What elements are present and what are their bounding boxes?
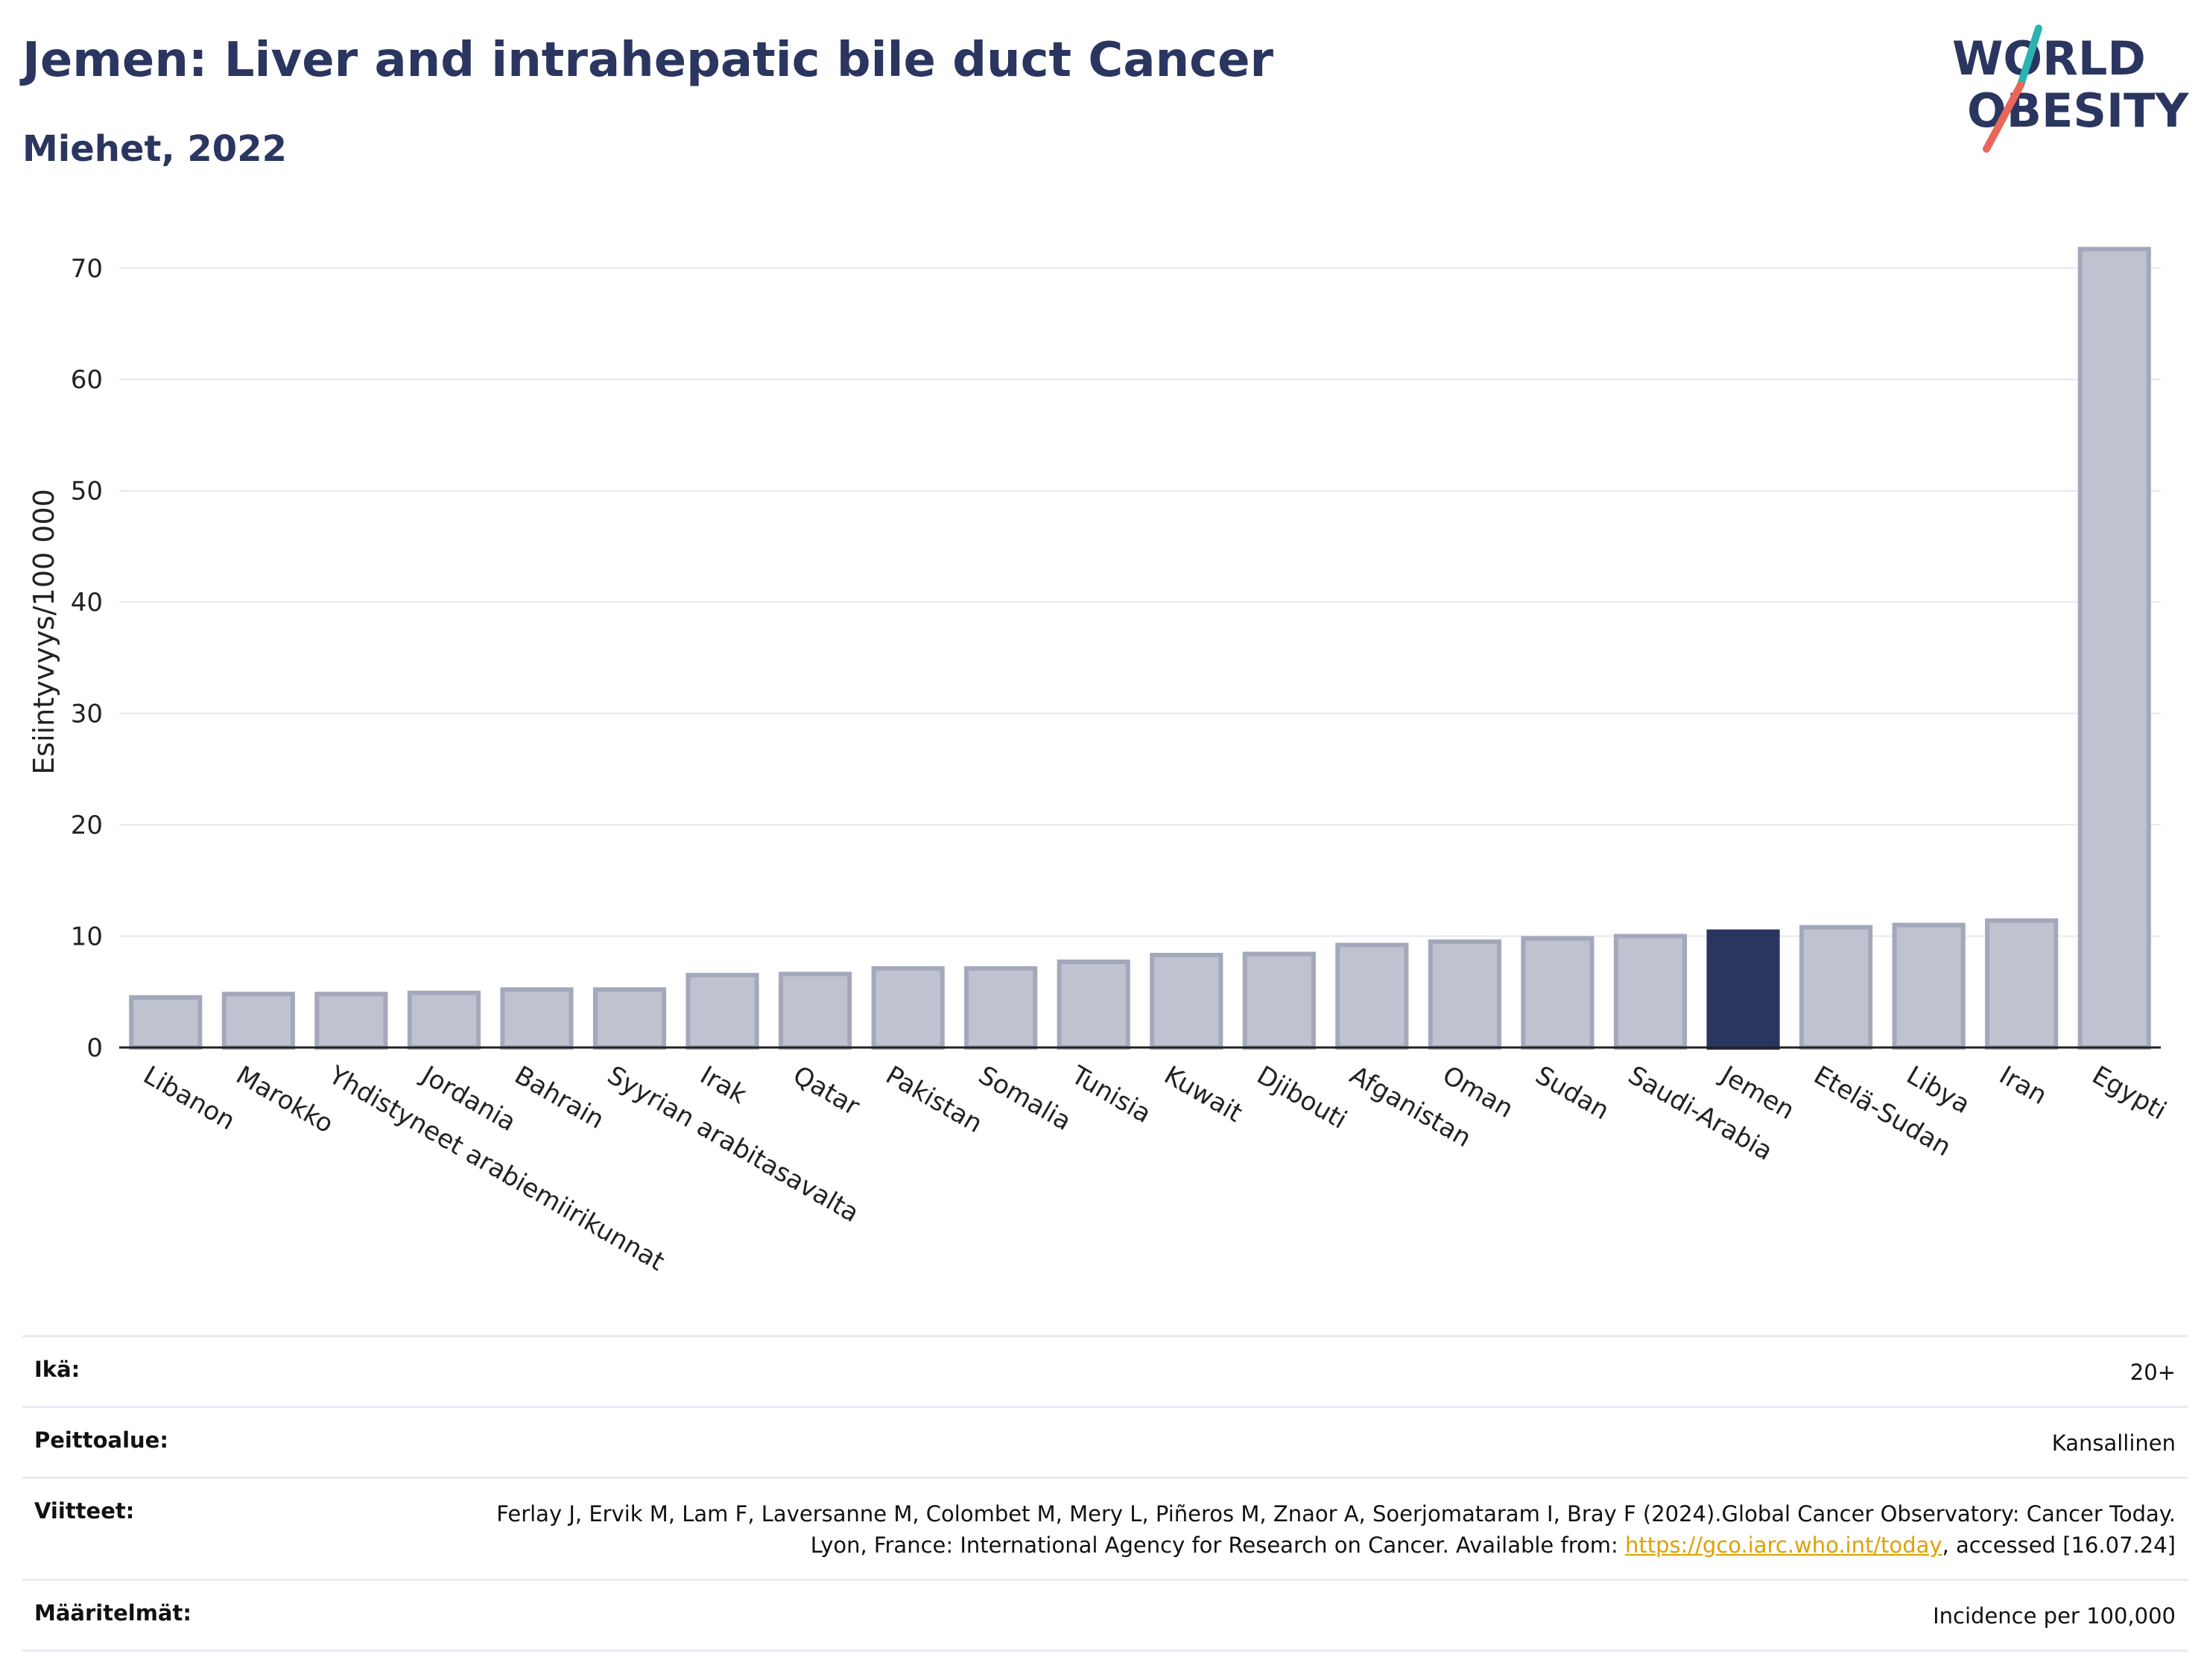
chart-subtitle: Miehet, 2022 bbox=[22, 128, 287, 170]
info-row-definitions: Määritelmät: Incidence per 100,000 bbox=[22, 1579, 2188, 1652]
chart-title: Jemen: Liver and intrahepatic bile duct … bbox=[22, 33, 1274, 88]
y-tick-label: 30 bbox=[71, 700, 103, 729]
x-tick-label: Iran bbox=[1994, 1060, 2051, 1111]
bar-syyrian-arabitasavalta bbox=[592, 987, 667, 1050]
x-tick-label: Sudan bbox=[1530, 1060, 1615, 1126]
bar-bahrain bbox=[500, 987, 574, 1050]
logo-slash-teal bbox=[2017, 25, 2042, 89]
coverage-value: Kansallinen bbox=[2051, 1430, 2176, 1456]
world-obesity-logo: WORLD OBESITY bbox=[1952, 25, 2189, 153]
bar-libya bbox=[1892, 922, 1966, 1050]
bar-somalia bbox=[964, 966, 1038, 1050]
y-tick-label: 60 bbox=[71, 365, 103, 395]
definitions-label: Määritelmät: bbox=[34, 1600, 191, 1626]
bar-afganistan bbox=[1335, 942, 1409, 1050]
bar-oman bbox=[1428, 939, 1501, 1050]
bar-pakistan bbox=[871, 966, 945, 1050]
x-tick-label: Qatar bbox=[788, 1060, 864, 1122]
logo-slash-coral bbox=[1983, 81, 2024, 153]
references-text-2: , accessed [16.07.24] bbox=[1942, 1532, 2176, 1559]
y-tick-label: 50 bbox=[71, 477, 103, 507]
bar-qatar bbox=[779, 971, 852, 1050]
coverage-label: Peittoalue: bbox=[34, 1427, 168, 1454]
info-row-coverage: Peittoalue: Kansallinen bbox=[22, 1406, 2188, 1477]
x-tick-label: Somalia bbox=[973, 1060, 1076, 1137]
y-tick-label: 70 bbox=[71, 254, 103, 284]
bar-jordania bbox=[407, 990, 481, 1050]
bar-iran bbox=[1985, 918, 2059, 1050]
bar-chart: 0 10 20 30 40 50 60 70 LibanonMarokkoYhdistynee… bbox=[28, 247, 2172, 1277]
x-tick-label: Irak bbox=[695, 1060, 752, 1110]
bar-marokko bbox=[221, 992, 295, 1050]
x-tick-label: Kuwait bbox=[1159, 1060, 1247, 1128]
bar-saudi-arabia bbox=[1613, 933, 1688, 1050]
bar-irak bbox=[685, 972, 759, 1050]
bar-sudan bbox=[1521, 936, 1595, 1050]
references-value: Ferlay J, Ervik M, Lam F, Laversanne M, … bbox=[462, 1498, 2176, 1561]
y-tick-label: 10 bbox=[71, 922, 103, 952]
bar-jemen bbox=[1706, 929, 1780, 1050]
grid-lines bbox=[119, 267, 2161, 937]
x-tick-label: Marokko bbox=[231, 1060, 338, 1139]
age-value: 20+ bbox=[2129, 1360, 2176, 1385]
bar-kuwait bbox=[1150, 952, 1223, 1050]
x-tick-label: Egypti bbox=[2087, 1060, 2171, 1126]
x-tick-label: Tunisia bbox=[1065, 1060, 1156, 1129]
bars bbox=[129, 247, 2151, 1050]
axes: 0 10 20 30 40 50 60 70 bbox=[71, 254, 2161, 1063]
references-text-1: Ferlay J, Ervik M, Lam F, Laversanne M, … bbox=[496, 1501, 2176, 1559]
logo-text-world: WORLD bbox=[1952, 31, 2146, 86]
bar-libanon bbox=[129, 995, 203, 1050]
info-row-references: Viitteet: Ferlay J, Ervik M, Lam F, Lave… bbox=[22, 1477, 2188, 1579]
bar-egypti bbox=[2077, 247, 2151, 1050]
references-link[interactable]: https://gco.iarc.who.int/today bbox=[1624, 1532, 1942, 1559]
info-row-age: Ikä: 20+ bbox=[22, 1335, 2188, 1406]
x-tick-label: Bahrain bbox=[510, 1060, 609, 1135]
info-table: Ikä: 20+ Peittoalue: Kansallinen Viittee… bbox=[22, 1335, 2188, 1652]
x-tick-label: Libanon bbox=[139, 1060, 241, 1136]
y-axis-title: Esiintyvyys/100 000 bbox=[28, 489, 60, 775]
bar-tunisia bbox=[1057, 959, 1130, 1050]
age-label: Ikä: bbox=[34, 1357, 80, 1382]
y-tick-label: 0 bbox=[86, 1033, 103, 1063]
x-tick-label: Djibouti bbox=[1252, 1060, 1352, 1135]
bar-etel-sudan bbox=[1799, 925, 1873, 1050]
bar-yhdistyneet-arabiemiirikunnat bbox=[314, 992, 388, 1050]
definitions-value: Incidence per 100,000 bbox=[1933, 1603, 2176, 1629]
y-tick-label: 40 bbox=[71, 588, 103, 618]
y-tick-label: 20 bbox=[71, 811, 103, 840]
x-tick-label: Pakistan bbox=[881, 1060, 987, 1139]
bar-djibouti bbox=[1242, 951, 1316, 1050]
references-label: Viitteet: bbox=[34, 1498, 135, 1524]
